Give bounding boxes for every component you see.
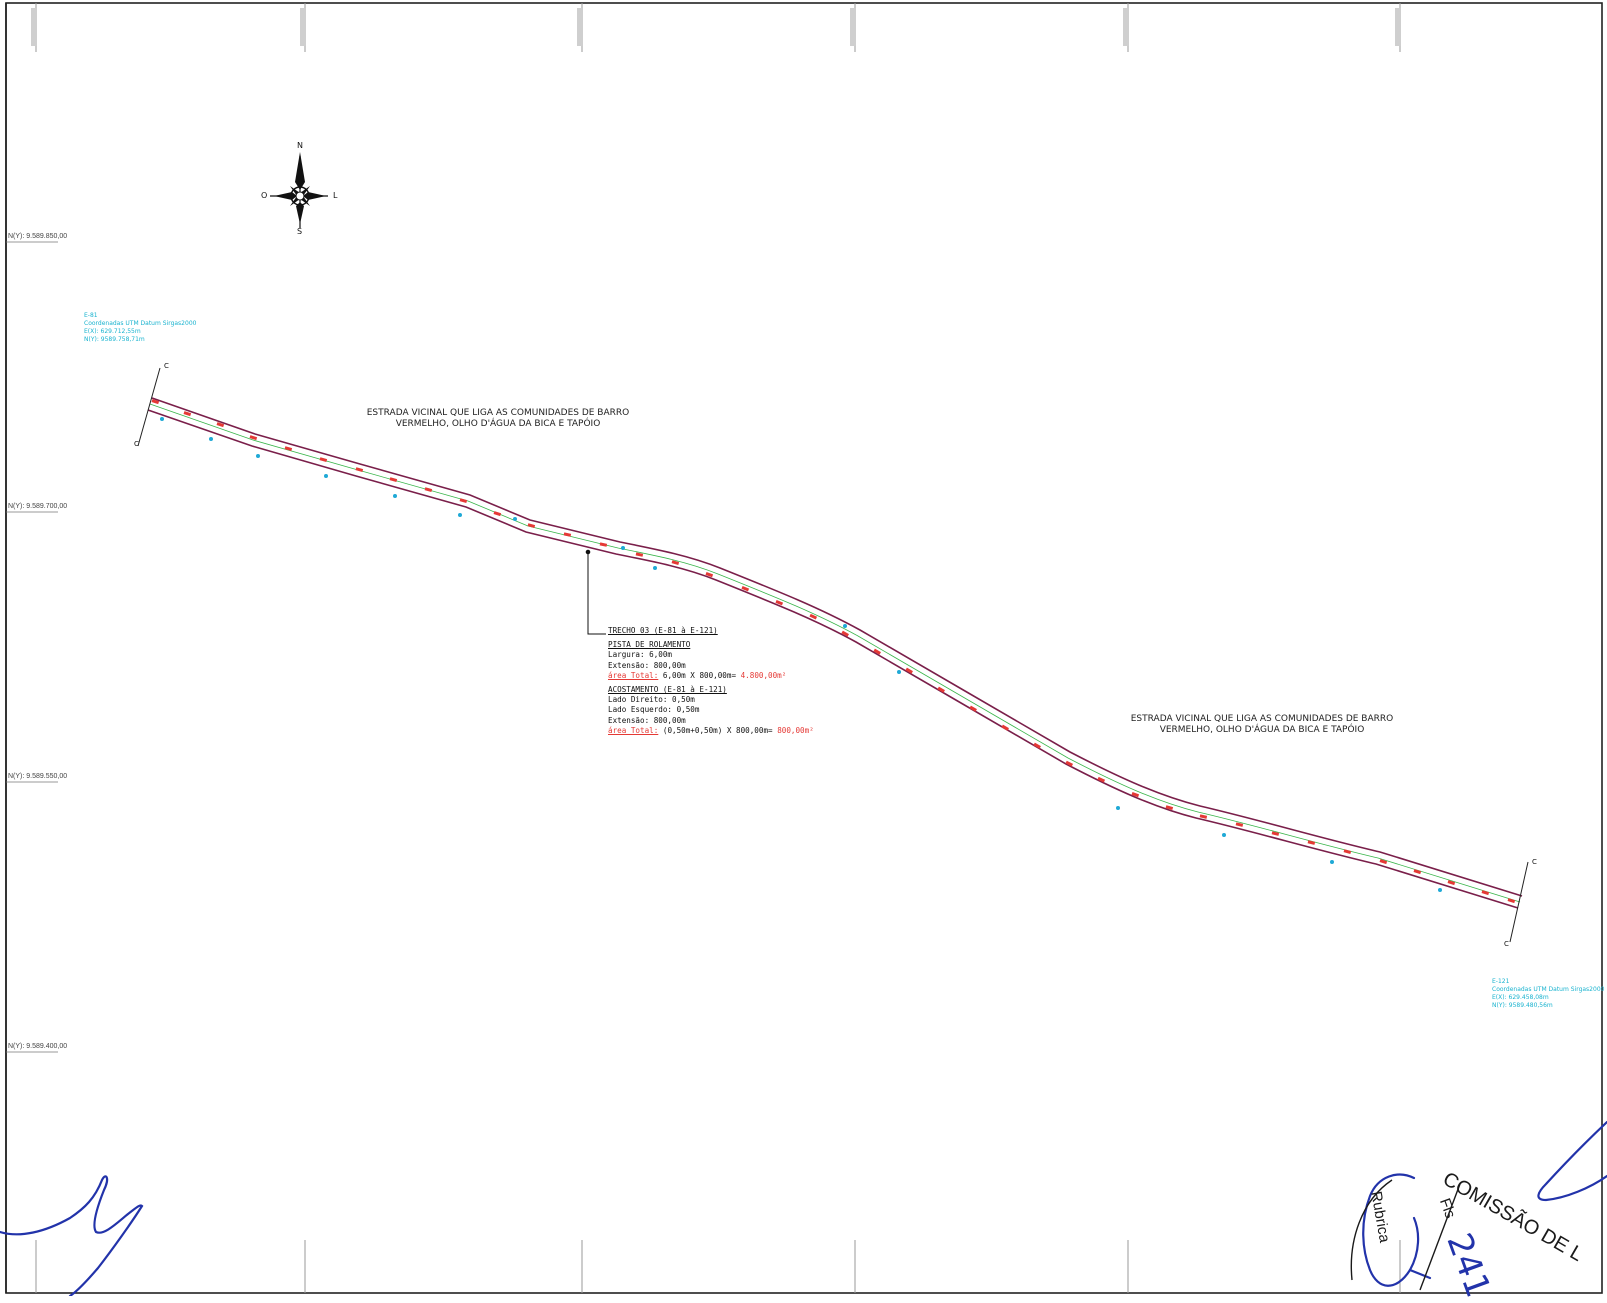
section-line-end xyxy=(1509,861,1529,943)
road-label-lower-line1: ESTRADA VICINAL QUE LIGA AS COMUNIDADES … xyxy=(1130,714,1394,724)
road-alignment xyxy=(147,397,1523,909)
signature-left xyxy=(0,1175,144,1296)
end-point-datum: Coordenadas UTM Datum Sirgas2000 xyxy=(1492,986,1605,993)
grid-label-northing-4: N(Y): 9.589.400,00 xyxy=(8,1043,68,1050)
compass-south-letter: S xyxy=(297,227,303,236)
start-point-id: E-81 xyxy=(84,312,98,319)
grid-label-northing-1: N(Y): 9.589.850,00 xyxy=(8,233,68,240)
section-line-start xyxy=(137,367,161,447)
grid-label-northing-2: N(Y): 9.589.700,00 xyxy=(8,503,68,510)
stamp-lines xyxy=(1350,1179,1461,1291)
north-arrow-compass xyxy=(270,152,328,228)
top-grid-tick-labels xyxy=(31,8,1401,46)
end-point-easting: E(X): 629.458,08m xyxy=(1492,994,1549,1001)
signature-right xyxy=(1362,1120,1607,1287)
pista-area-calc: 6,00m X 800,00m= xyxy=(662,670,737,680)
start-point-easting: E(X): 629.712,55m xyxy=(84,328,141,335)
acostamento-lado-esquerdo: Lado Esquerdo: 0,50m xyxy=(608,705,700,715)
road-label-lower: ESTRADA VICINAL QUE LIGA AS COMUNIDADES … xyxy=(1102,714,1422,736)
road-edge-lower xyxy=(147,409,1519,909)
acostamento-lado-direito: Lado Direito: 0,50m xyxy=(608,695,695,705)
end-point-id: E-121 xyxy=(1492,978,1510,985)
trecho-info-block: TRECHO 03 (E-81 à E-121) PISTA DE ROLAME… xyxy=(608,626,814,736)
left-grid-lines xyxy=(6,241,58,1053)
section-mark-end-top: C xyxy=(1532,858,1537,866)
trecho-leader xyxy=(585,549,606,635)
section-mark-start-bottom: C xyxy=(134,440,139,448)
acostamento-extensao: Extensão: 800,00m xyxy=(608,715,686,725)
bottom-grid-ticks xyxy=(35,1240,1401,1293)
acostamento-area-label: área Total: xyxy=(608,725,659,735)
acostamento-area-value: 800,00m² xyxy=(777,725,814,735)
compass-east-letter: L xyxy=(333,191,338,200)
start-point-datum: Coordenadas UTM Datum Sirgas2000 xyxy=(84,320,197,327)
end-point-northing: N(Y): 9589.480,56m xyxy=(1492,1002,1553,1009)
pista-extensao: Extensão: 800,00m xyxy=(608,660,686,670)
survey-points xyxy=(160,417,1442,892)
top-grid-ticks xyxy=(35,3,1401,52)
trecho-title: TRECHO 03 (E-81 à E-121) xyxy=(608,626,718,635)
road-edge-upper xyxy=(151,397,1523,897)
section-mark-end-bottom: C xyxy=(1504,940,1509,948)
road-label-lower-line2: VERMELHO, OLHO D'ÁGUA DA BICA E TAPÓIO xyxy=(1159,725,1365,735)
acostamento-area-line: área Total: (0,50m+0,50m) X 800,00m= 800… xyxy=(608,726,814,736)
pista-title: PISTA DE ROLAMENTO xyxy=(608,640,691,650)
pista-area-label: área Total: xyxy=(608,670,659,680)
start-point-northing: N(Y): 9589.758,71m xyxy=(84,336,145,343)
acostamento-title: ACOSTAMENTO (E-81 à E-121) xyxy=(608,685,727,695)
acostamento-area-calc: (0,50m+0,50m) X 800,00m= xyxy=(662,725,773,735)
station-markers xyxy=(151,399,1516,904)
road-label-upper: ESTRADA VICINAL QUE LIGA AS COMUNIDADES … xyxy=(338,408,658,430)
end-point-coordinates: E-121 Coordenadas UTM Datum Sirgas2000 E… xyxy=(1492,978,1604,1010)
pista-largura: Largura: 6,00m xyxy=(608,650,673,660)
road-label-upper-line1: ESTRADA VICINAL QUE LIGA AS COMUNIDADES … xyxy=(366,408,630,418)
road-label-upper-line2: VERMELHO, OLHO D'ÁGUA DA BICA E TAPÓIO xyxy=(395,419,601,429)
section-mark-start-top: C xyxy=(164,362,169,370)
road-centerline xyxy=(149,403,1521,903)
compass-west-letter: O xyxy=(261,191,268,200)
pista-area-line: área Total: 6,00m X 800,00m= 4.800,00m² xyxy=(608,671,814,681)
pista-area-value: 4.800,00m² xyxy=(740,670,787,680)
grid-label-northing-3: N(Y): 9.589.550,00 xyxy=(8,773,68,780)
start-point-coordinates: E-81 Coordenadas UTM Datum Sirgas2000 E(… xyxy=(84,312,196,344)
compass-north-letter: N xyxy=(297,141,303,150)
